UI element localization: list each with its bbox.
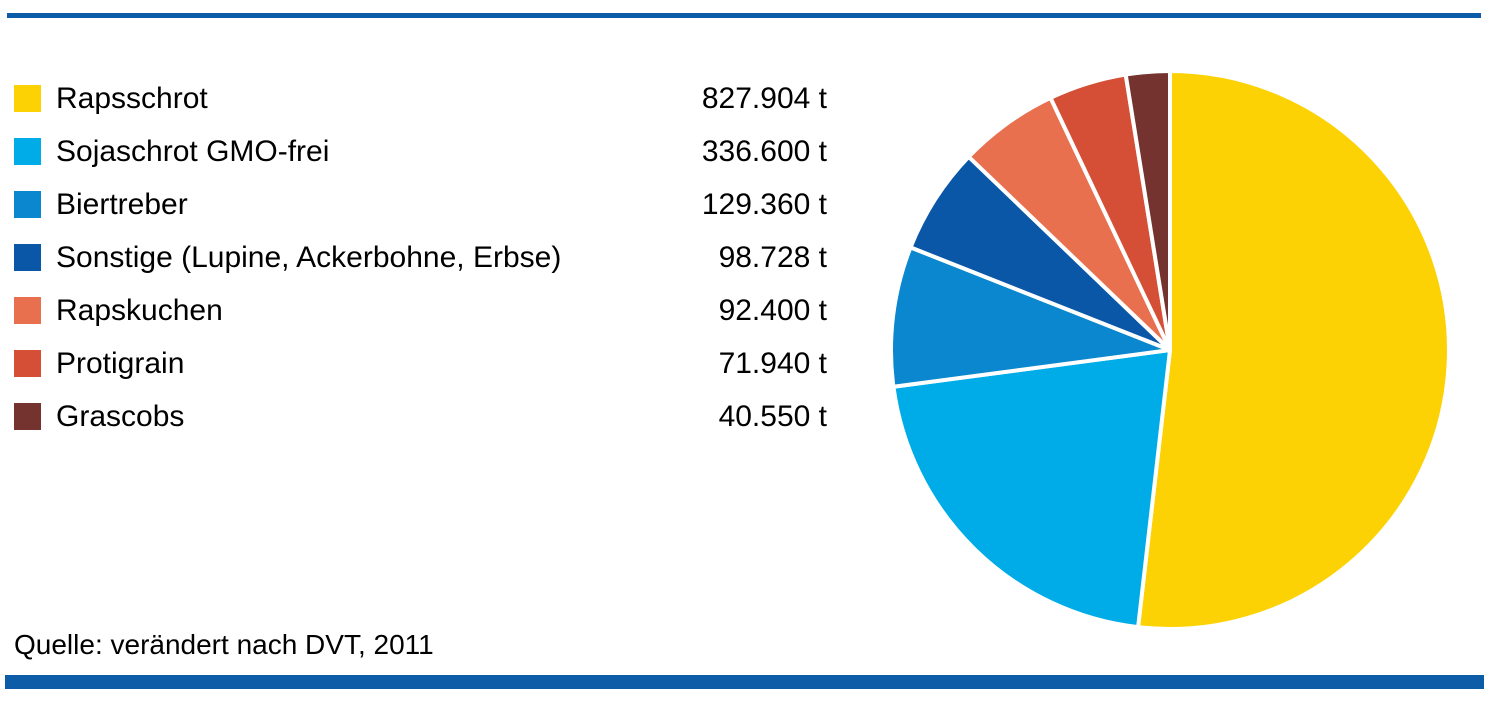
legend-value: 129.360 t	[701, 187, 827, 221]
legend-swatch-sonstige-lupine-ackerbohne-erbse	[14, 244, 41, 271]
legend-swatch-rapsschrot	[14, 85, 41, 112]
legend-item-protigrain: Protigrain 71.940 t	[14, 337, 827, 390]
legend-label: Sonstige (Lupine, Ackerbohne, Erbse)	[56, 242, 562, 273]
legend-value: 40.550 t	[718, 399, 827, 433]
source-note: Quelle: verändert nach DVT, 2011	[14, 629, 434, 660]
bottom-rule	[5, 675, 1484, 689]
legend-label: Grascobs	[56, 401, 185, 432]
legend-label: Rapsschrot	[56, 83, 208, 114]
legend-item-grascobs: Grascobs 40.550 t	[14, 390, 827, 443]
legend-item-rapskuchen: Rapskuchen 92.400 t	[14, 284, 827, 337]
legend-swatch-rapskuchen	[14, 297, 41, 324]
legend-swatch-protigrain	[14, 350, 41, 377]
legend-label: Rapskuchen	[56, 295, 223, 326]
top-rule	[7, 13, 1481, 18]
legend-value: 98.728 t	[718, 240, 827, 274]
legend-swatch-biertreber	[14, 191, 41, 218]
legend-swatch-sojaschrot-gmo-frei	[14, 138, 41, 165]
legend-value: 827.904 t	[701, 81, 827, 115]
pie-slice-grascobs	[1123, 69, 1172, 352]
pie-chart	[889, 69, 1451, 631]
legend-swatch-grascobs	[14, 403, 41, 430]
legend-item-sonstige-lupine-ackerbohne-erbse: Sonstige (Lupine, Ackerbohne, Erbse) 98.7…	[14, 231, 827, 284]
legend-label: Sojaschrot GMO-frei	[56, 136, 330, 167]
legend-value: 71.940 t	[718, 346, 827, 380]
pie-slice-sojaschrot-gmo-frei	[891, 348, 1172, 630]
legend-item-biertreber: Biertreber 129.360 t	[14, 178, 827, 231]
pie-slice-biertreber	[889, 245, 1172, 389]
legend-label: Biertreber	[56, 189, 188, 220]
legend-label: Protigrain	[56, 348, 185, 379]
legend: Rapsschrot 827.904 t Sojaschrot GMO-frei 33…	[14, 72, 827, 443]
pie-slice-rapsschrot	[1136, 69, 1451, 631]
legend-value: 92.400 t	[718, 293, 827, 327]
legend-item-sojaschrot-gmo-frei: Sojaschrot GMO-frei 336.600 t	[14, 125, 827, 178]
legend-item-rapsschrot: Rapsschrot 827.904 t	[14, 72, 827, 125]
legend-value: 336.600 t	[701, 134, 827, 168]
